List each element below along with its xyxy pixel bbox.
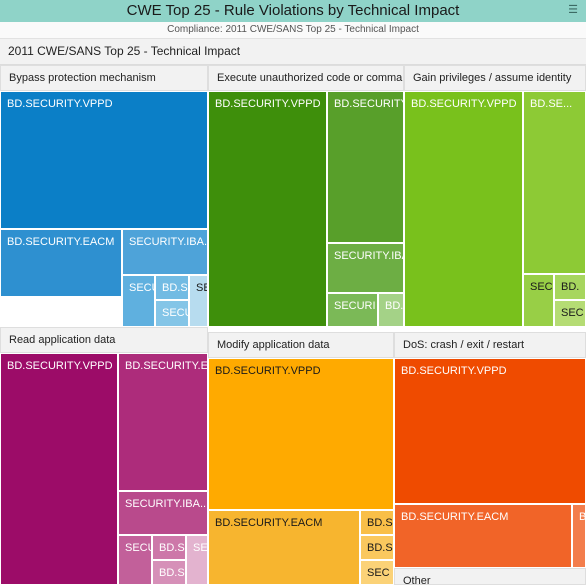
treemap-cell[interactable]: BD.SECURITY.E... bbox=[118, 353, 208, 491]
treemap-cell[interactable]: SEC bbox=[360, 560, 394, 585]
cell-label: BD.SECURITY.EACM bbox=[215, 517, 323, 529]
breadcrumb[interactable]: 2011 CWE/SANS Top 25 - Technical Impact bbox=[0, 39, 586, 65]
treemap-cell[interactable]: BD.SE bbox=[152, 535, 186, 560]
cell-label: BD.SECURITY.EACM bbox=[7, 236, 115, 248]
treemap-cell[interactable]: BD.S bbox=[360, 535, 394, 560]
treemap-cell[interactable]: SECURITY.IBA... bbox=[118, 491, 208, 535]
group-header[interactable]: Gain privileges / assume identity bbox=[404, 65, 586, 91]
treemap-cell[interactable]: BD.SECURITY.VPPD bbox=[0, 91, 208, 229]
group-header[interactable]: Bypass protection mechanism bbox=[0, 65, 208, 91]
cell-label: SEC bbox=[367, 567, 390, 579]
treemap-group-execute-unauthorized-code-or-commands[interactable]: Execute unauthorized code or commands BD.… bbox=[208, 65, 404, 327]
treemap-cell[interactable]: BD.SECURITY.VPPD bbox=[0, 353, 118, 585]
cell-label: SECURI bbox=[334, 300, 376, 312]
cell-label: BD.S bbox=[367, 542, 393, 554]
treemap-cell[interactable]: BD. bbox=[554, 274, 586, 300]
treemap-cell[interactable]: B bbox=[572, 504, 586, 568]
cell-label: BD.SECURITY.VPPD bbox=[215, 98, 321, 110]
title-bar: CWE Top 25 - Rule Violations by Technica… bbox=[0, 0, 586, 22]
cell-label: BD.SECURITY.VPPD bbox=[7, 98, 113, 110]
treemap-cell[interactable]: SEC bbox=[554, 300, 586, 327]
cell-label: BD.S bbox=[367, 517, 393, 529]
cell-label: SEC bbox=[530, 281, 553, 293]
treemap-cell[interactable]: SECURITY.IBA... bbox=[327, 243, 404, 293]
treemap-cell[interactable]: BD.SECURITY.VPPD bbox=[394, 358, 586, 504]
group-header[interactable]: DoS: crash / exit / restart bbox=[394, 332, 586, 358]
cell-label: BD.SECURITY.VPPD bbox=[215, 365, 321, 377]
cell-label: SECURITY.IBA... bbox=[125, 498, 208, 510]
cell-label: SEC bbox=[561, 307, 584, 319]
treemap-cell[interactable]: SECU bbox=[118, 535, 152, 585]
cell-label: BD. bbox=[561, 281, 580, 293]
cell-label: BD.SECURITY.E... bbox=[125, 360, 208, 372]
group-header[interactable]: Modify application data bbox=[208, 332, 394, 358]
group-header[interactable]: Read application data bbox=[0, 327, 208, 353]
cell-label: SECU bbox=[125, 542, 151, 554]
cell-label: BD.SECURITY.VPPD bbox=[411, 98, 517, 110]
treemap-group-other[interactable]: Other bbox=[394, 568, 586, 585]
treemap-cell[interactable]: BD.SE... bbox=[523, 91, 586, 274]
cell-label: BD.SE bbox=[159, 567, 185, 579]
treemap-cell[interactable]: BD.SE bbox=[155, 275, 189, 300]
treemap-cell[interactable]: SECU bbox=[155, 300, 189, 327]
treemap-cell[interactable]: BD.SE bbox=[152, 560, 186, 585]
cell-label: SE bbox=[196, 282, 207, 294]
treemap-group-modify-application-data[interactable]: Modify application data BD.SECURITY.VPPD B… bbox=[208, 332, 394, 585]
treemap-cell[interactable]: BD.SECURITY.VPPD bbox=[208, 91, 327, 327]
cell-label: BD.SE... bbox=[530, 98, 573, 110]
cell-label: SECURITY.IBA... bbox=[129, 236, 208, 248]
cell-label: SECURITY.IBA... bbox=[334, 250, 403, 262]
treemap-cell[interactable]: BD.SECURITY.EACM bbox=[0, 229, 122, 297]
cell-label: BD.SECURITY.EACM bbox=[401, 511, 509, 523]
treemap-cell[interactable]: SECURITY.IBA... bbox=[122, 229, 208, 275]
group-header[interactable]: Execute unauthorized code or commands bbox=[208, 65, 404, 91]
treemap-cell[interactable]: SEC bbox=[523, 274, 554, 327]
cell-label: B bbox=[579, 511, 586, 523]
cell-label: BD.SECURITY.VPPD bbox=[401, 365, 507, 377]
cell-label: BD.SECURITY.VPPD bbox=[7, 360, 113, 372]
cell-label: SECU bbox=[129, 282, 154, 294]
treemap-cell[interactable]: BD.SECURITY.VPPD bbox=[208, 358, 394, 510]
treemap-cell[interactable]: BD.SECURITY.EACM bbox=[394, 504, 572, 568]
treemap: Bypass protection mechanism BD.SECURITY.V… bbox=[0, 65, 586, 585]
treemap-cell[interactable]: SECURI bbox=[327, 293, 378, 327]
treemap-cell[interactable]: BD.SECURITY.VPPD bbox=[404, 91, 523, 327]
chart-subtitle: Compliance: 2011 CWE/SANS Top 25 - Techn… bbox=[0, 22, 586, 39]
treemap-group-gain-privileges-assume-identity[interactable]: Gain privileges / assume identity BD.SECU… bbox=[404, 65, 586, 327]
treemap-cell[interactable]: SECU bbox=[122, 275, 155, 327]
treemap-cell[interactable]: SE bbox=[186, 535, 208, 585]
cell-label: BD.SE bbox=[159, 542, 185, 554]
treemap-group-bypass-protection-mechanism[interactable]: Bypass protection mechanism BD.SECURITY.V… bbox=[0, 65, 208, 327]
group-header[interactable]: Other bbox=[394, 568, 586, 585]
treemap-cell[interactable]: BD.SECURITY.EACM bbox=[208, 510, 360, 585]
cell-label: SE bbox=[193, 542, 208, 554]
treemap-cell[interactable]: BD. bbox=[378, 293, 404, 327]
treemap-group-read-application-data[interactable]: Read application data BD.SECURITY.VPPD BD.… bbox=[0, 327, 208, 585]
cell-label: BD.SECURITY... bbox=[334, 98, 403, 110]
treemap-cell[interactable]: BD.SECURITY... bbox=[327, 91, 404, 243]
treemap-cell[interactable]: BD.S bbox=[360, 510, 394, 535]
menu-icon[interactable]: ☰ bbox=[568, 4, 578, 16]
treemap-cell[interactable]: SE bbox=[189, 275, 208, 327]
treemap-group-dos-crash-exit-restart[interactable]: DoS: crash / exit / restart BD.SECURITY.V… bbox=[394, 332, 586, 568]
cell-label: BD. bbox=[385, 300, 404, 312]
chart-title: CWE Top 25 - Rule Violations by Technica… bbox=[126, 2, 460, 19]
cell-label: BD.SE bbox=[162, 282, 188, 294]
cell-label: SECU bbox=[162, 307, 188, 319]
